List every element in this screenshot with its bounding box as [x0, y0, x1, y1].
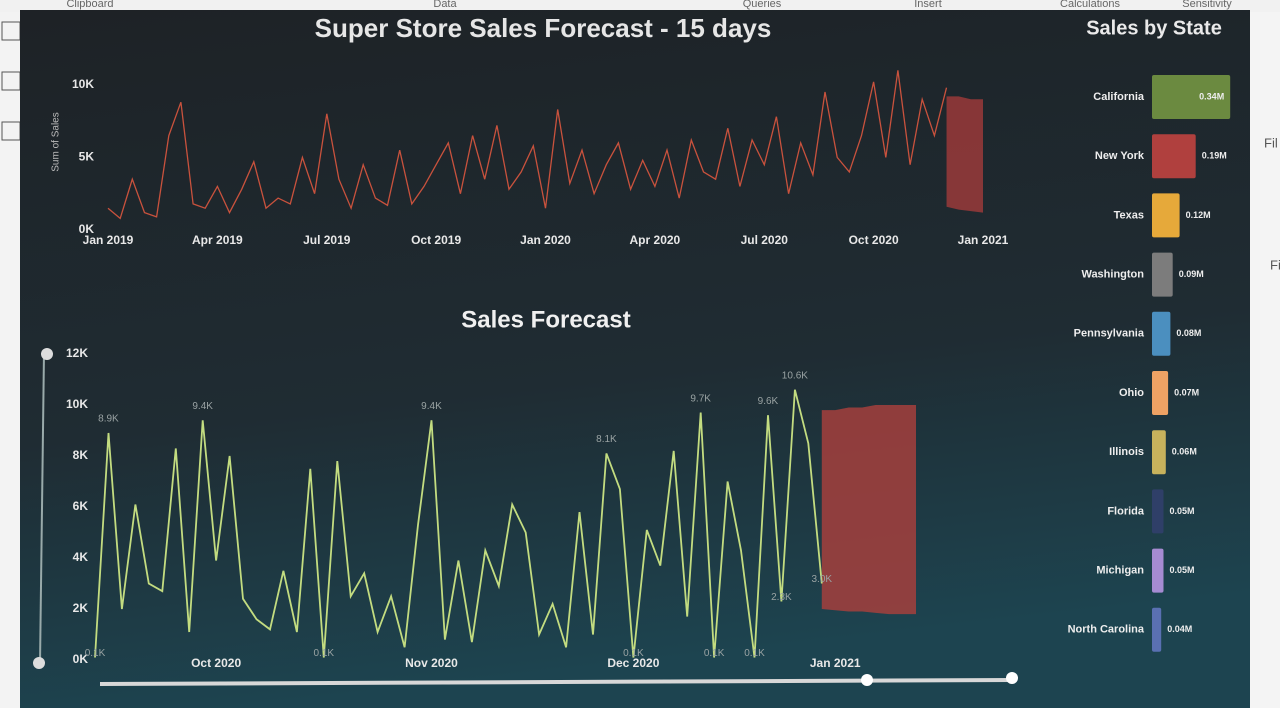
category-label: North Carolina — [1068, 624, 1145, 636]
right-pane — [1250, 12, 1280, 708]
bar — [1152, 430, 1166, 475]
bar — [1152, 489, 1164, 534]
x-tick-label: Jan 2021 — [958, 233, 1009, 247]
data-label: 0.12M — [1186, 210, 1211, 220]
x-tick-label: Nov 2020 — [405, 656, 458, 670]
bar — [1152, 193, 1180, 238]
pane-label: Fi — [1270, 257, 1280, 272]
bar — [1152, 75, 1231, 119]
y-tick-label: 0K — [73, 652, 89, 666]
ribbon-label: Clipboard — [66, 0, 113, 10]
category-label: Pennsylvania — [1074, 328, 1145, 340]
slider-handle[interactable] — [33, 657, 45, 669]
bar — [1152, 371, 1169, 415]
ribbon-label: Sensitivity — [1182, 0, 1232, 10]
category-label: Texas — [1114, 209, 1144, 221]
y-tick-label: 5K — [79, 150, 95, 164]
ribbon — [0, 0, 1280, 12]
slider-handle[interactable] — [41, 348, 53, 360]
x-tick-label: Jul 2019 — [303, 233, 351, 247]
y-tick-label: 4K — [73, 550, 89, 564]
x-tick-label: Oct 2020 — [191, 656, 241, 670]
chart-title: Sales Forecast — [461, 306, 630, 333]
ribbon-label: Data — [433, 0, 457, 10]
category-label: Michigan — [1096, 565, 1144, 577]
forecast-band — [821, 405, 916, 615]
bar — [1152, 311, 1171, 356]
data-label: 0.34M — [1199, 91, 1224, 101]
x-tick-label: Oct 2019 — [411, 233, 461, 247]
data-label: 0.09M — [1179, 269, 1204, 279]
report-canvas — [20, 10, 1250, 708]
slider-handle[interactable] — [861, 674, 873, 686]
x-tick-label: Oct 2020 — [849, 233, 899, 247]
data-label: 0.04M — [1167, 624, 1192, 634]
data-label: 8.1K — [596, 434, 617, 445]
y-tick-label: 6K — [73, 499, 89, 513]
chart-title: Sales by State — [1086, 17, 1222, 39]
x-tick-label: Apr 2019 — [192, 233, 243, 247]
slider-handle[interactable] — [1006, 672, 1018, 684]
bar — [1152, 134, 1196, 179]
data-label: 0.1K — [314, 648, 335, 659]
data-label: 0.1K — [623, 648, 644, 659]
x-tick-label: Jan 2019 — [83, 233, 134, 247]
data-label: 0.08M — [1176, 328, 1201, 338]
category-label: New York — [1095, 150, 1145, 162]
data-label: 3.0K — [811, 574, 832, 585]
x-tick-label: Apr 2020 — [630, 233, 681, 247]
ribbon-label: Queries — [743, 0, 782, 10]
x-tick-label: Jan 2021 — [810, 656, 861, 670]
y-tick-label: 0K — [79, 222, 95, 236]
data-label: 2.3K — [771, 592, 792, 603]
y-tick-label: 10K — [72, 77, 94, 91]
category-label: Florida — [1107, 505, 1145, 517]
x-tick-label: Dec 2020 — [607, 656, 659, 670]
value-slider[interactable] — [39, 351, 45, 665]
ribbon-label: Calculations — [1060, 0, 1120, 10]
y-axis-label: Sum of Sales — [51, 112, 62, 171]
data-label: 0.05M — [1170, 565, 1195, 575]
data-label: 0.05M — [1170, 506, 1195, 516]
category-label: Ohio — [1119, 387, 1144, 399]
y-tick-label: 12K — [66, 346, 88, 360]
forecast-band — [946, 96, 983, 213]
data-label: 0.07M — [1174, 387, 1199, 397]
data-label: 0.1K — [704, 648, 725, 659]
y-tick-label: 8K — [73, 448, 89, 462]
data-label: 9.7K — [690, 393, 711, 404]
data-label: 0.1K — [744, 648, 765, 659]
data-label: 8.9K — [98, 414, 119, 425]
dashboard-title: Super Store Sales Forecast - 15 days — [315, 13, 772, 43]
bar — [1152, 607, 1162, 652]
data-label: 10.6K — [782, 370, 808, 381]
bar — [1152, 252, 1173, 297]
y-tick-label: 10K — [66, 397, 88, 411]
y-tick-label: 2K — [73, 601, 89, 615]
pane-label: Fil — [1264, 135, 1278, 150]
category-label: Washington — [1081, 269, 1144, 281]
ribbon-label: Insert — [914, 0, 942, 10]
data-label: 0.06M — [1172, 447, 1197, 457]
x-tick-label: Jul 2020 — [741, 233, 789, 247]
data-label: 9.4K — [421, 401, 442, 412]
data-label: 9.4K — [192, 401, 213, 412]
category-label: California — [1093, 91, 1145, 103]
x-tick-label: Jan 2020 — [520, 233, 571, 247]
sales-line — [94, 389, 823, 658]
sales-line — [107, 70, 948, 220]
data-label: 0.1K — [85, 648, 106, 659]
bar — [1152, 548, 1164, 593]
category-label: Illinois — [1109, 446, 1144, 458]
data-label: 9.6K — [758, 396, 779, 407]
data-label: 0.19M — [1202, 151, 1227, 161]
